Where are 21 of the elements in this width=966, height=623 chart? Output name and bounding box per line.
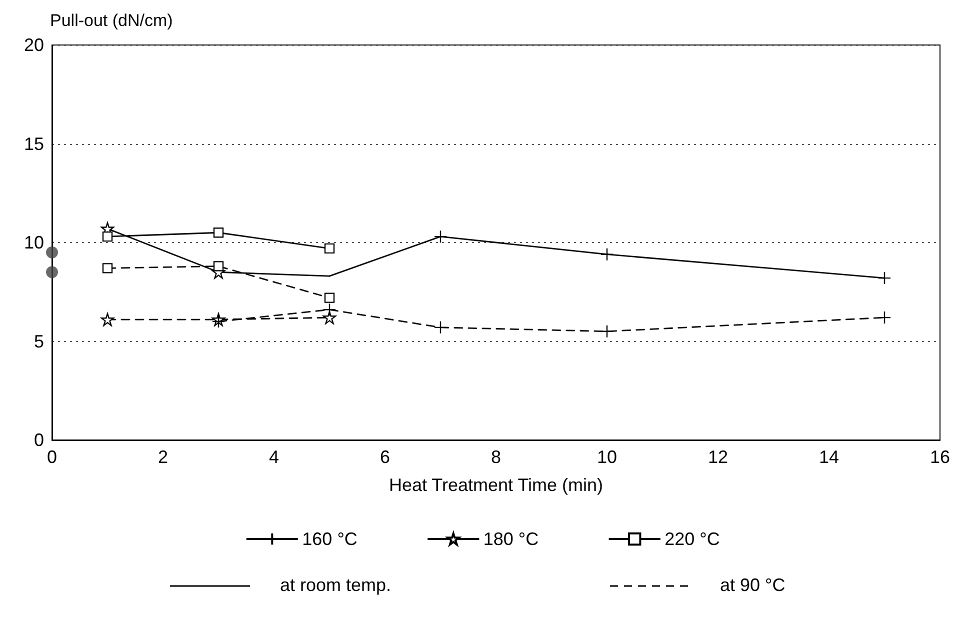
y-tick-label: 20 xyxy=(24,35,44,55)
x-tick-label: 14 xyxy=(818,447,840,467)
legend-label: 220 °C xyxy=(664,529,720,549)
legend-label: 180 °C xyxy=(483,529,539,549)
text: at 90 °C xyxy=(720,575,786,595)
x-tick-label: 0 xyxy=(46,447,58,467)
x-tick-label: 4 xyxy=(268,447,280,467)
x-tick-label: 2 xyxy=(158,447,168,467)
x-tick-label: 6 xyxy=(380,447,390,467)
text: at room temp. xyxy=(280,575,392,595)
legend-label: 160 °C xyxy=(302,529,358,549)
y-tick-label: 15 xyxy=(24,134,44,154)
y-tick-label: 0 xyxy=(34,430,44,450)
y-tick-label: 5 xyxy=(34,331,44,352)
x-tick-label: 12 xyxy=(708,447,728,467)
x-axis-title: Heat Treatment Time (min) xyxy=(388,475,604,495)
y-axis-title: Pull-out (dN/cm) xyxy=(50,11,173,30)
x-tick-label: 16 xyxy=(930,447,950,467)
y-tick-label: 10 xyxy=(24,232,44,252)
x-tick-label: 10 xyxy=(596,447,618,467)
x-tick-label: 8 xyxy=(490,447,502,467)
